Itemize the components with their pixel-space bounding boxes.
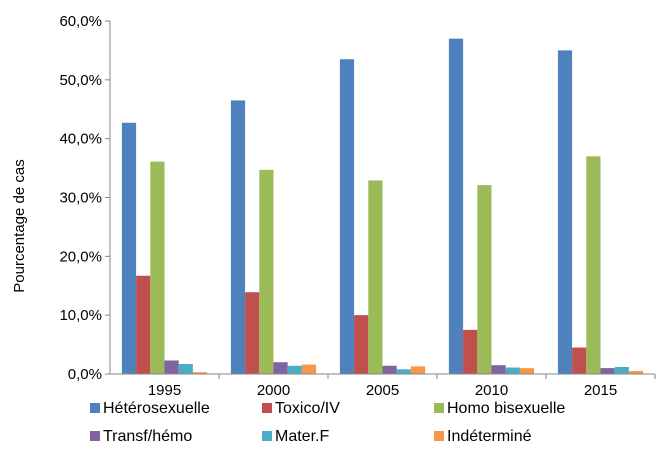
legend-swatch — [90, 431, 100, 441]
bar-Homo bisexuelle-1995 — [150, 161, 165, 374]
bar-Transf/hémo-2005 — [382, 365, 397, 374]
bar-Toxico/IV-2005 — [354, 315, 369, 374]
bar-Hétérosexuelle-1995 — [121, 122, 137, 374]
legend-swatch — [434, 403, 444, 413]
bar-Toxico/IV-2015 — [572, 347, 587, 374]
bar-Mater.F-1995 — [178, 363, 193, 374]
bar-Transf/hémo-2015 — [600, 368, 615, 374]
bar-Toxico/IV-2010 — [463, 329, 478, 374]
y-tick-label: 60,0% — [59, 13, 102, 30]
bar-Hétérosexuelle-2000 — [230, 100, 246, 375]
bar-Homo bisexuelle-2000 — [259, 169, 274, 374]
bar-Homo bisexuelle-2015 — [586, 156, 601, 374]
bar-Mater.F-2000 — [287, 365, 302, 374]
y-tick-label: 40,0% — [59, 131, 102, 148]
bar-Transf/hémo-1995 — [164, 360, 179, 374]
x-tick-label: 1995 — [148, 382, 181, 399]
bar-Hétérosexuelle-2005 — [339, 59, 355, 374]
x-axis-ticks: 1995 2000 2005 2010 2015 — [148, 374, 656, 399]
bar-Indéterminé-2005 — [410, 366, 426, 374]
y-axis-ticks: 0,0% 10,0% 20,0% 30,0% 40,0% 50,0% 60,0% — [59, 13, 110, 383]
axes — [109, 21, 655, 375]
bar-Homo bisexuelle-2005 — [368, 180, 383, 374]
y-tick-label: 0,0% — [68, 366, 102, 383]
bar-Transf/hémo-2000 — [273, 362, 288, 374]
y-tick-label: 50,0% — [59, 72, 102, 89]
bar-Toxico/IV-2000 — [245, 292, 260, 374]
y-tick-label: 30,0% — [59, 190, 102, 207]
legend: Hétérosexuelle Toxico/IV Homo bisexuelle Tr… — [90, 400, 565, 445]
y-tick-label: 20,0% — [59, 248, 102, 265]
legend-label: Toxico/IV — [275, 400, 340, 417]
bars — [121, 38, 644, 375]
legend-swatch — [90, 403, 100, 413]
bar-Mater.F-2015 — [614, 366, 629, 374]
bar-Indéterminé-2010 — [519, 368, 535, 374]
bar-Homo bisexuelle-2010 — [477, 185, 492, 374]
bar-Transf/hémo-2010 — [491, 365, 506, 374]
y-axis-label: Pourcentage de cas — [11, 159, 28, 292]
legend-swatch — [262, 403, 272, 413]
bar-Hétérosexuelle-2015 — [557, 50, 573, 375]
legend-swatch — [262, 431, 272, 441]
legend-label: Indéterminé — [447, 428, 532, 445]
x-tick-label: 2000 — [257, 382, 290, 399]
legend-swatch — [434, 431, 444, 441]
bar-Toxico/IV-1995 — [136, 275, 151, 374]
legend-label: Homo bisexuelle — [447, 400, 565, 417]
bar-Indéterminé-2000 — [301, 364, 317, 374]
legend-label: Hétérosexuelle — [103, 400, 210, 417]
legend-label: Transf/hémo — [103, 428, 192, 445]
y-tick-label: 10,0% — [59, 307, 102, 324]
bar-Indéterminé-1995 — [192, 372, 208, 374]
x-tick-label: 2015 — [584, 382, 617, 399]
legend-label: Mater.F — [275, 428, 329, 445]
bar-Indéterminé-2015 — [628, 371, 644, 374]
bar-Mater.F-2010 — [505, 367, 520, 374]
bar-Hétérosexuelle-2010 — [448, 38, 464, 375]
x-tick-label: 2005 — [366, 382, 399, 399]
bar-Mater.F-2005 — [396, 369, 411, 374]
x-tick-label: 2010 — [475, 382, 508, 399]
